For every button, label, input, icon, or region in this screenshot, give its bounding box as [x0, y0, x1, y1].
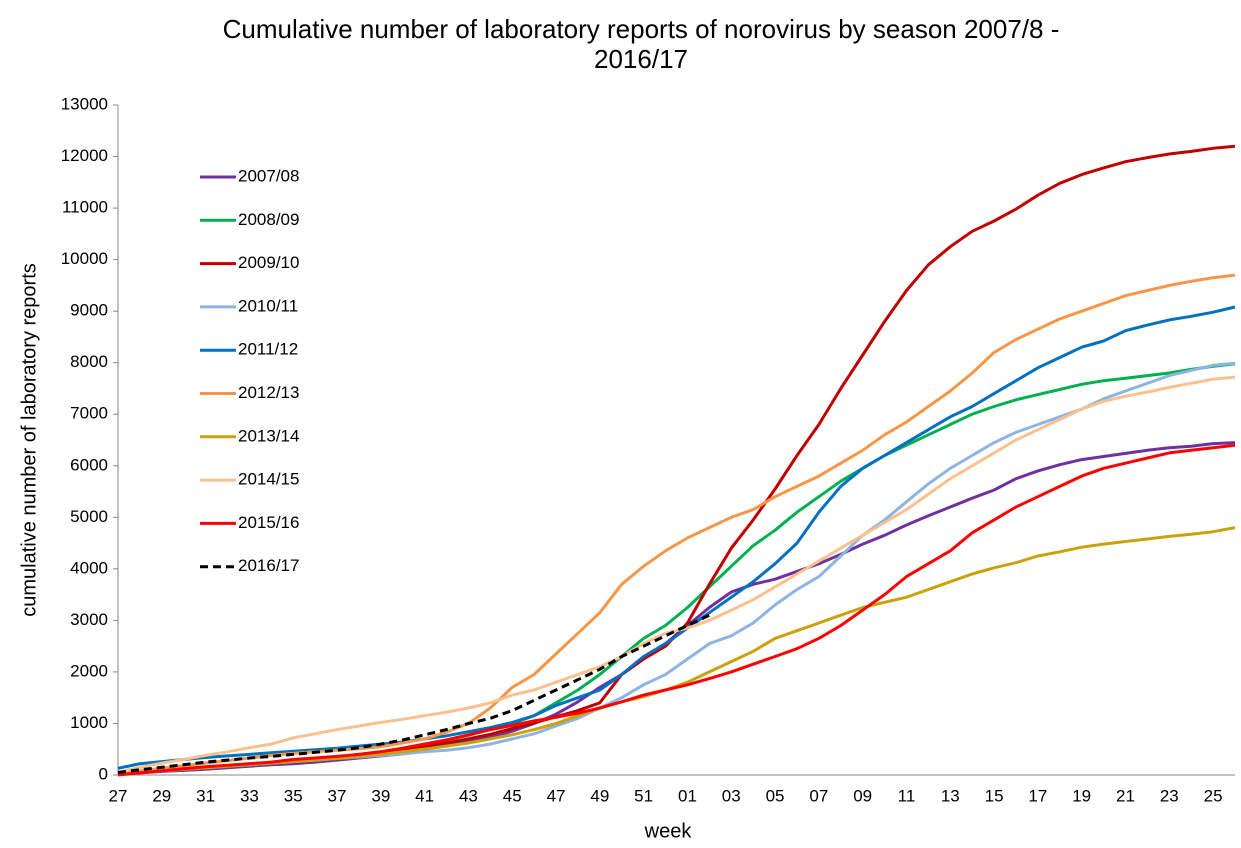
y-tick-label: 11000 [62, 198, 108, 217]
x-tick-label: 45 [503, 786, 522, 805]
legend-label: 2013/14 [238, 426, 299, 445]
x-tick-label: 51 [634, 786, 653, 805]
series-line [117, 375, 1236, 774]
x-tick-label: 37 [328, 786, 347, 805]
x-tick-label: 35 [284, 786, 303, 805]
x-tick-label: 07 [809, 786, 828, 805]
x-tick-label: 49 [590, 786, 609, 805]
x-tick-label: 33 [240, 786, 259, 805]
x-tick-label: 15 [985, 786, 1004, 805]
x-tick-label: 05 [766, 786, 785, 805]
y-tick-label: 10000 [61, 249, 108, 268]
y-tick-label: 13000 [61, 94, 108, 113]
x-tick-label: 09 [853, 786, 872, 805]
x-tick-label: 21 [1116, 786, 1135, 805]
legend-label: 2007/08 [238, 166, 299, 185]
legend-label: 2009/10 [238, 253, 299, 272]
x-tick-label: 19 [1072, 786, 1091, 805]
legend-label: 2015/16 [238, 513, 299, 532]
series-line [117, 441, 1236, 776]
x-tick-label: 01 [678, 786, 697, 805]
y-tick-label: 9000 [70, 301, 108, 320]
y-tick-label: 4000 [70, 558, 108, 577]
x-tick-label: 17 [1028, 786, 1047, 805]
y-axis-label: cumulative number of laboratory reports [18, 263, 40, 617]
y-tick-label: 3000 [70, 610, 108, 629]
series-line [117, 443, 1236, 777]
x-tick-label: 25 [1204, 786, 1223, 805]
series-line [117, 305, 1236, 770]
y-tick-label: 2000 [70, 661, 108, 680]
legend-label: 2014/15 [238, 470, 299, 489]
x-tick-label: 41 [415, 786, 434, 805]
x-tick-label: 31 [196, 786, 215, 805]
x-tick-label: 27 [109, 786, 128, 805]
y-tick-label: 7000 [70, 404, 108, 423]
series-line [117, 144, 1236, 775]
x-tick-label: 47 [547, 786, 566, 805]
y-tick-label: 6000 [70, 455, 108, 474]
x-tick-label: 43 [459, 786, 478, 805]
y-tick-label: 1000 [70, 713, 108, 732]
y-tick-label: 0 [99, 764, 108, 783]
y-tick-label: 8000 [70, 352, 108, 371]
x-tick-label: 39 [371, 786, 390, 805]
y-tick-label: 5000 [70, 507, 108, 526]
legend-label: 2010/11 [238, 296, 298, 315]
x-tick-label: 03 [722, 786, 741, 805]
legend-label: 2012/13 [238, 383, 299, 402]
x-tick-label: 11 [898, 786, 916, 805]
y-tick-label: 12000 [61, 146, 108, 165]
legend-label: 2011/12 [238, 340, 298, 359]
legend-label: 2008/09 [238, 210, 299, 229]
x-axis-label: week [644, 820, 693, 842]
series-line [117, 613, 711, 774]
x-tick-label: 13 [941, 786, 960, 805]
x-tick-label: 29 [152, 786, 171, 805]
chart-title: Cumulative number of laboratory reports … [222, 14, 1060, 74]
legend-label: 2016/17 [238, 556, 299, 575]
x-tick-label: 23 [1160, 786, 1179, 805]
